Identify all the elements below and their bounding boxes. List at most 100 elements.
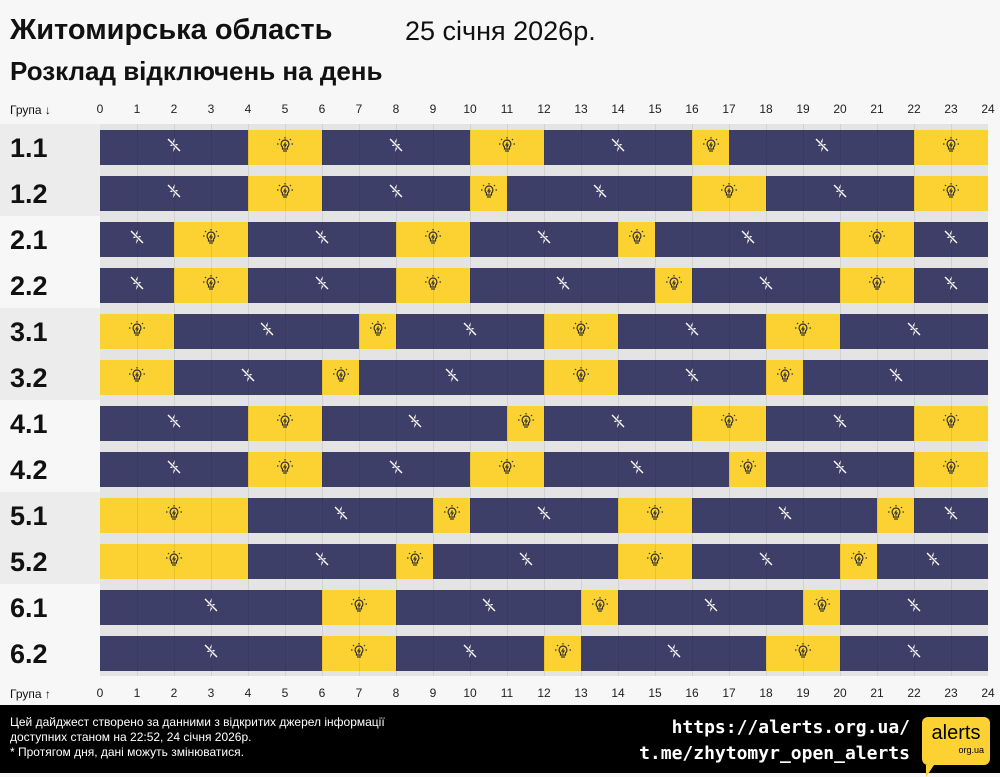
lightning-off-icon	[610, 137, 626, 158]
power-off-segment	[470, 498, 618, 533]
hour-tick-label: 23	[944, 102, 958, 116]
power-on-segment	[803, 590, 840, 625]
hour-gridline	[766, 308, 767, 354]
hour-gridline	[581, 216, 582, 262]
hour-gridline	[840, 446, 841, 492]
hour-gridline	[914, 308, 915, 354]
group-label: 4.1	[10, 409, 48, 439]
hour-tick-label: 17	[722, 686, 736, 700]
hour-gridline	[840, 538, 841, 584]
hour-gridline	[359, 538, 360, 584]
hour-gridline	[322, 538, 323, 584]
hour-gridline	[433, 400, 434, 446]
hour-gridline	[544, 584, 545, 630]
power-on-segment	[692, 406, 766, 441]
hour-tick-label: 12	[537, 686, 551, 700]
hour-gridline	[544, 354, 545, 400]
hour-gridline	[396, 630, 397, 676]
power-off-segment	[248, 498, 433, 533]
hour-gridline	[248, 216, 249, 262]
group-label: 3.2	[0, 354, 100, 400]
hour-gridline	[322, 308, 323, 354]
hour-gridline	[803, 308, 804, 354]
power-off-segment	[100, 176, 248, 211]
schedule-track	[100, 584, 988, 630]
hour-gridline	[322, 124, 323, 170]
hour-gridline	[655, 216, 656, 262]
hour-gridline	[322, 630, 323, 676]
hour-gridline	[766, 538, 767, 584]
hour-gridline	[803, 124, 804, 170]
hour-gridline	[766, 492, 767, 538]
hour-gridline	[285, 446, 286, 492]
hour-gridline	[470, 354, 471, 400]
hour-gridline	[692, 446, 693, 492]
hour-gridline	[877, 262, 878, 308]
hour-gridline	[729, 400, 730, 446]
group-label: 6.2	[10, 639, 48, 669]
group-row: 2.1	[0, 216, 1000, 262]
hour-gridline	[914, 354, 915, 400]
hour-tick-label: 24	[981, 102, 995, 116]
hour-gridline	[840, 124, 841, 170]
hour-gridline	[396, 538, 397, 584]
hour-gridline	[359, 216, 360, 262]
lightning-off-icon	[832, 413, 848, 434]
hour-gridline	[655, 630, 656, 676]
hour-gridline	[914, 446, 915, 492]
power-off-segment	[100, 636, 322, 671]
lightning-off-icon	[906, 321, 922, 342]
logo-subtext: org.ua	[958, 745, 984, 755]
hour-gridline	[507, 584, 508, 630]
power-off-segment	[914, 222, 988, 257]
hour-gridline	[322, 262, 323, 308]
lightning-off-icon	[259, 321, 275, 342]
hour-gridline	[544, 262, 545, 308]
lightning-off-icon	[129, 229, 145, 250]
power-off-segment	[359, 360, 544, 395]
hour-gridline	[433, 170, 434, 216]
lightbulb-icon	[498, 458, 516, 481]
hour-tick-label: 8	[392, 102, 400, 116]
hour-gridline	[174, 354, 175, 400]
hour-gridline	[544, 630, 545, 676]
hour-gridline	[877, 354, 878, 400]
website-link[interactable]: https://alerts.org.ua/	[671, 717, 910, 738]
hour-gridline	[137, 446, 138, 492]
hour-gridline	[840, 262, 841, 308]
lightning-off-icon	[629, 459, 645, 480]
hour-gridline	[766, 400, 767, 446]
hour-gridline	[914, 584, 915, 630]
hour-gridline	[359, 170, 360, 216]
group-label: 5.1	[0, 492, 100, 538]
lightbulb-icon	[720, 412, 738, 435]
lightning-off-icon	[777, 505, 793, 526]
hour-gridline	[137, 400, 138, 446]
power-on-segment	[840, 222, 914, 257]
hour-gridline	[618, 216, 619, 262]
hour-gridline	[137, 354, 138, 400]
hour-gridline	[618, 492, 619, 538]
hour-gridline	[951, 124, 952, 170]
lightning-off-icon	[462, 643, 478, 664]
hour-gridline	[396, 584, 397, 630]
hour-gridline	[914, 216, 915, 262]
lightning-off-icon	[703, 597, 719, 618]
hour-tick-label: 24	[981, 686, 995, 700]
telegram-link[interactable]: t.me/zhytomyr_open_alerts	[639, 743, 910, 764]
power-off-segment	[100, 590, 322, 625]
power-on-segment	[692, 176, 766, 211]
hour-gridline	[655, 308, 656, 354]
hour-gridline	[692, 216, 693, 262]
power-off-segment	[766, 406, 914, 441]
power-on-segment	[100, 544, 248, 579]
hour-gridline	[433, 216, 434, 262]
power-off-segment	[692, 544, 840, 579]
hour-gridline	[692, 400, 693, 446]
hour-tick-label: 5	[281, 102, 289, 116]
hour-gridline	[729, 262, 730, 308]
schedule-track	[100, 446, 988, 492]
hour-gridline	[877, 492, 878, 538]
schedule-track	[100, 308, 988, 354]
lightbulb-icon	[739, 458, 757, 481]
